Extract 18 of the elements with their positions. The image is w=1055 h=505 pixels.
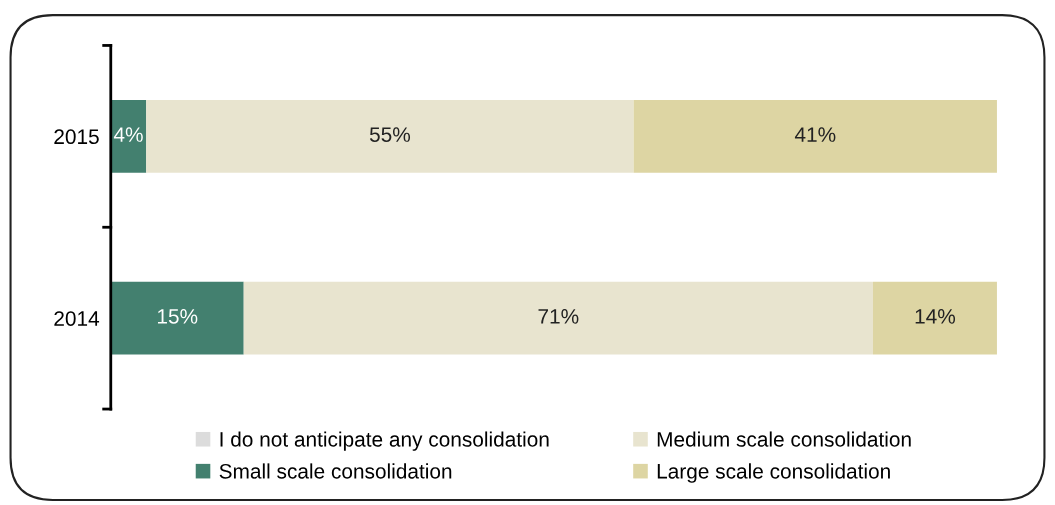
y-tick-label: 2014 xyxy=(54,311,100,326)
bar xyxy=(110,99,147,173)
legend-label: Large scale consolidation xyxy=(657,463,890,483)
data-label: 4% xyxy=(113,127,143,142)
bar xyxy=(243,281,873,355)
data-label: 55% xyxy=(369,127,411,142)
legend-label: Medium scale consolidation xyxy=(657,431,911,447)
bar xyxy=(110,281,244,355)
legend-label: I do not anticipate any consolidation xyxy=(220,431,549,451)
y-tick-label: 2015 xyxy=(54,129,99,145)
data-label: 71% xyxy=(538,309,579,324)
bar xyxy=(146,99,634,173)
data-label: 14% xyxy=(915,309,956,324)
bar xyxy=(633,99,997,173)
legend-label: Small scale consolidation xyxy=(219,463,452,479)
data-label: 15% xyxy=(157,309,198,324)
data-label: 41% xyxy=(794,127,836,142)
bar xyxy=(872,281,997,355)
